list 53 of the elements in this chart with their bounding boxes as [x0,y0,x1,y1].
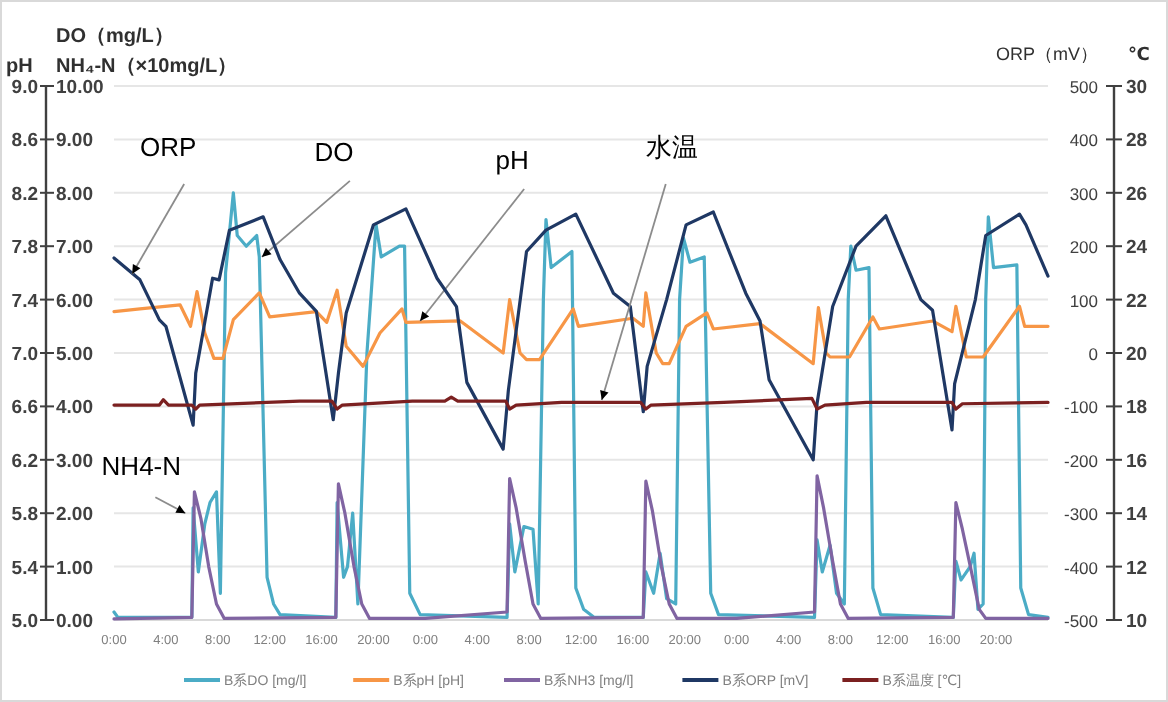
y2-tick-label: 5.8 [11,504,38,527]
y-tick-label: 8.00 [56,183,93,206]
y-tick-label: 2.00 [56,504,93,527]
y2-tick-label: 26 [1126,183,1148,206]
y2-tick-label: 7.0 [11,344,38,366]
y2-tick-label: 18 [1126,397,1148,420]
y2-tick-label: 30 [1126,77,1148,99]
y2-axis-title: ℃ [1128,44,1150,64]
y2-tick-label: 14 [1126,504,1149,527]
y2-tick-label: 10 [1126,611,1148,633]
y2-tick-label: 8.6 [11,130,38,153]
y2-tick-label: 5.4 [11,557,40,580]
annotation: pH [495,144,529,175]
y-tick-label: 5.00 [56,344,93,366]
y-tick-label: -300 [1063,504,1099,525]
y-axis-title: DO（mg/L） NH₄-N（×10mg/L） [56,26,238,78]
y-axis-title: ORP（mV） [995,44,1098,64]
y-tick-label: -500 [1063,611,1099,631]
y-tick-label: 10.00 [56,77,104,99]
y2-tick-label: 20 [1126,344,1148,366]
y-tick-label: -100 [1063,397,1099,418]
y-tick-label: -400 [1063,557,1099,578]
annotation: NH4-N [101,451,182,482]
y2-tick-label: 5.0 [11,611,38,633]
y-tick-label: 0.00 [56,611,93,633]
y2-tick-label: 24 [1126,237,1149,260]
y2-tick-label: 12 [1126,557,1148,580]
y-tick-label: 3.00 [56,450,93,473]
y-tick-label: 300 [1069,183,1099,204]
annotation: DO [314,136,354,167]
y2-tick-label: 22 [1126,290,1148,313]
y-tick-label: 400 [1069,130,1099,151]
y2-tick-label: 8.2 [11,183,38,206]
y-tick-label: 4.00 [56,397,93,420]
annotation: 水温 [645,131,698,162]
y-tick-label: 500 [1069,77,1099,97]
y2-tick-label: 16 [1126,450,1148,473]
y2-tick-label: 6.6 [11,397,38,420]
y2-tick-label: 28 [1126,130,1148,153]
y-tick-label: -200 [1063,450,1099,471]
y2-tick-label: 9.0 [11,77,38,99]
y-tick-label: 9.00 [56,130,93,153]
y2-tick-label: 6.2 [11,450,38,473]
y2-tick-label: 7.4 [11,290,40,313]
y2-axis-title: pH [6,56,33,78]
y2-tick-label: 7.8 [11,237,38,260]
y-tick-label: 1.00 [56,557,93,580]
y-tick-label: 0 [1088,344,1099,364]
y-tick-label: 200 [1069,237,1099,258]
y-tick-label: 6.00 [56,290,93,313]
y-tick-label: 7.00 [56,237,93,260]
y-tick-label: 100 [1069,290,1099,311]
annotation: ORP [139,131,197,162]
